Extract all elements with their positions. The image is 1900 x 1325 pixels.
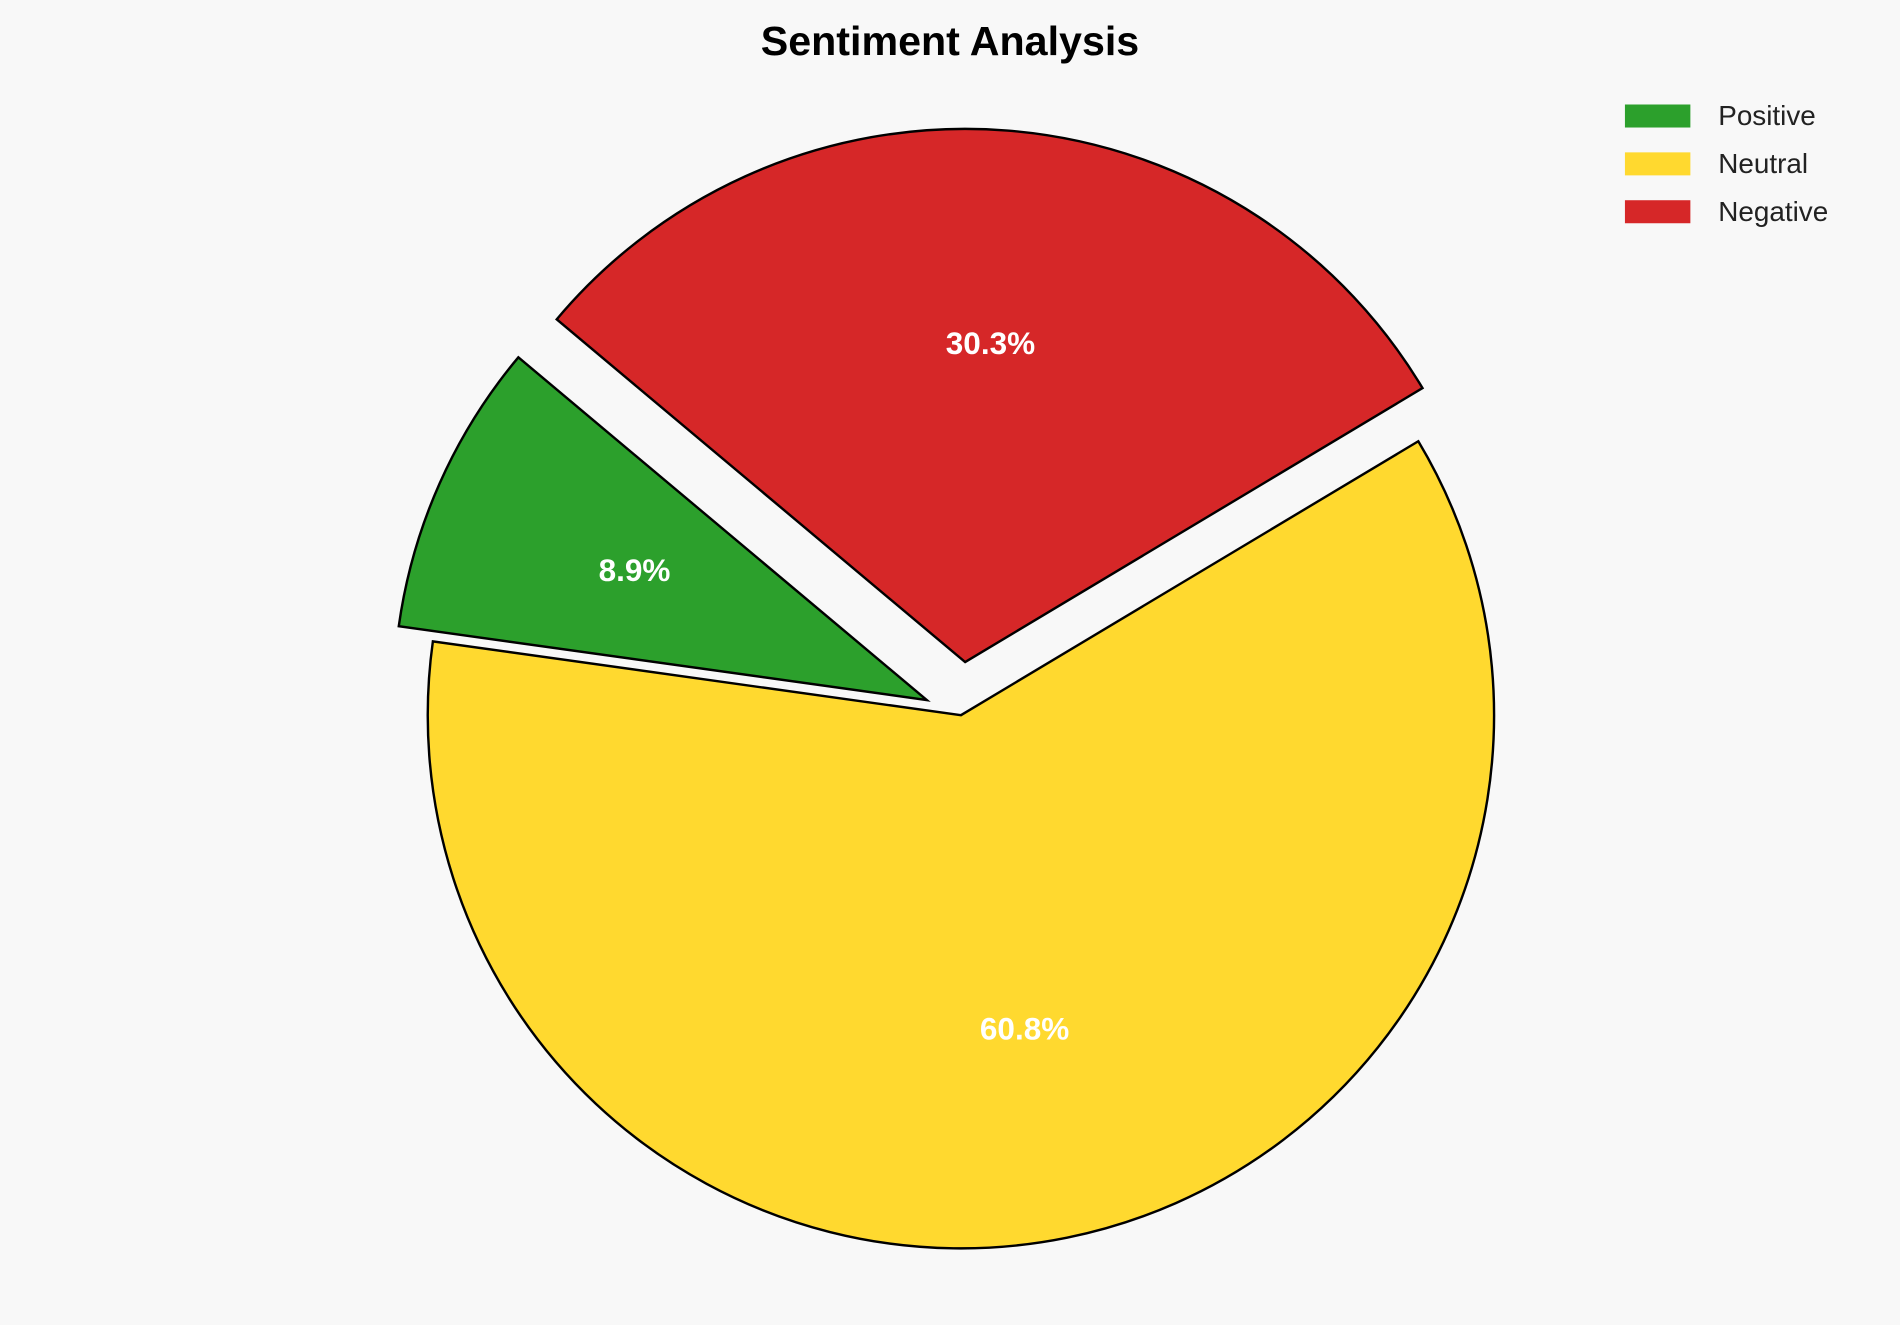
legend-label-neutral: Neutral (1718, 148, 1808, 179)
legend-swatch-neutral (1624, 152, 1691, 176)
pie-slice-neutral (426, 439, 1496, 1250)
slice-label-negative: 30.3% (946, 325, 1035, 361)
legend: Positive Neutral Negative (1624, 100, 1828, 227)
legend-swatch-positive (1624, 104, 1691, 128)
legend-swatch-negative (1624, 200, 1691, 224)
pie-slice-positive (397, 355, 931, 702)
slice-label-neutral: 60.8% (980, 1011, 1069, 1047)
slice-label-positive: 8.9% (599, 552, 671, 588)
legend-label-positive: Positive (1718, 100, 1816, 131)
pie-slice-negative (554, 127, 1425, 664)
legend-label-negative: Negative (1718, 196, 1828, 227)
chart-title: Sentiment Analysis (761, 18, 1139, 64)
